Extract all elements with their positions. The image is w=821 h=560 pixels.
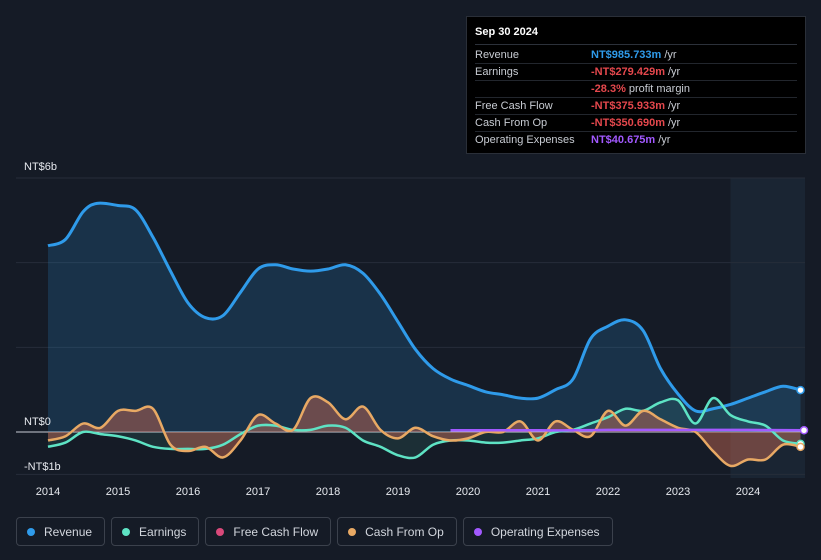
cash-from-op-endpoint (796, 442, 805, 452)
tooltip-label: Cash From Op (475, 117, 548, 129)
x-tick-label: 2014 (36, 486, 60, 498)
tooltip-row: Earnings -NT$279.429m/yr (475, 64, 797, 81)
tooltip-row: Operating Expenses NT$40.675m/yr (475, 132, 797, 149)
earnings-area (48, 398, 801, 459)
tooltip-row: Free Cash Flow -NT$375.933m/yr (475, 98, 797, 115)
tooltip-label: Operating Expenses (475, 134, 575, 146)
x-tick-label: 2019 (386, 486, 410, 498)
x-tick-label: 2022 (596, 486, 620, 498)
legend-label: Free Cash Flow (233, 524, 319, 539)
tooltip-value: -NT$375.933m (591, 100, 665, 112)
x-tick-label: 2015 (106, 486, 130, 498)
x-tick-label: 2021 (526, 486, 550, 498)
legend-dot-icon (473, 527, 482, 536)
data-tooltip: Sep 30 2024 Revenue NT$985.733m/yr Earning… (466, 16, 806, 154)
legend-item-earnings[interactable]: Earnings (111, 517, 200, 546)
legend-item-operating-expenses[interactable]: Operating Expenses (462, 517, 613, 546)
tooltip-label (475, 81, 591, 97)
earnings-line (47, 396, 801, 460)
operating-expenses-endpoint (799, 426, 809, 435)
x-axis: 2014 2015 2016 2017 2018 2019 2020 2021 2022 2023… (36, 486, 760, 498)
cash-from-op-line (47, 395, 801, 468)
legend-label: Cash From Op (365, 524, 444, 539)
x-tick-label: 2020 (456, 486, 480, 498)
x-tick-label: 2023 (666, 486, 690, 498)
tooltip-value: -NT$279.429m (591, 66, 665, 78)
tooltip-unit: /yr (668, 117, 681, 129)
tooltip-label: Revenue (475, 49, 520, 61)
tooltip-date: Sep 30 2024 (475, 25, 797, 45)
series-lines (47, 201, 805, 468)
legend-item-revenue[interactable]: Revenue (16, 517, 106, 546)
revenue-area (48, 203, 801, 432)
tooltip-unit: /yr (668, 66, 681, 78)
tooltip-unit: /yr (664, 49, 677, 61)
x-tick-label: 2016 (176, 486, 200, 498)
tooltip-value: -NT$350.690m (591, 117, 665, 129)
series-endpoints (796, 385, 809, 452)
y-tick-label: -NT$1b (24, 461, 61, 473)
tooltip-value: NT$40.675m (591, 134, 656, 146)
tooltip-label: Free Cash Flow (475, 100, 553, 112)
legend-label: Earnings (139, 524, 187, 539)
tooltip-value: NT$985.733m (591, 49, 662, 61)
y-tick-label: NT$0 (24, 416, 51, 428)
revenue-endpoint (796, 385, 805, 395)
gridlines (16, 177, 805, 475)
tooltip-row: -28.3% profit margin (475, 81, 797, 98)
tooltip-unit: /yr (658, 134, 671, 146)
legend-dot-icon (27, 527, 35, 536)
legend-dot-icon (122, 527, 131, 536)
y-tick-label: NT$6b (24, 161, 57, 173)
tooltip-label: Earnings (475, 66, 519, 78)
tooltip-row: Cash From Op -NT$350.690m/yr (475, 115, 797, 132)
legend-item-free-cash-flow[interactable]: Free Cash Flow (205, 517, 332, 546)
legend-label: Revenue (44, 524, 93, 539)
y-axis: NT$6b NT$0 -NT$1b (24, 161, 61, 473)
legend-label: Operating Expenses (490, 524, 600, 539)
tooltip-value: -28.3% (591, 83, 626, 95)
tooltip-unit: profit margin (628, 83, 690, 95)
tooltip-row: Revenue NT$985.733m/yr (475, 47, 797, 64)
revenue-line (47, 201, 801, 414)
x-tick-label: 2017 (246, 486, 270, 498)
legend-dot-icon (348, 527, 357, 536)
legend-item-cash-from-op[interactable]: Cash From Op (337, 517, 457, 546)
legend: Revenue Earnings Free Cash Flow Cash From O… (16, 517, 619, 546)
tooltip-unit: /yr (668, 100, 681, 112)
x-tick-label: 2018 (316, 486, 340, 498)
legend-dot-icon (216, 527, 225, 536)
x-tick-label: 2024 (736, 486, 760, 498)
